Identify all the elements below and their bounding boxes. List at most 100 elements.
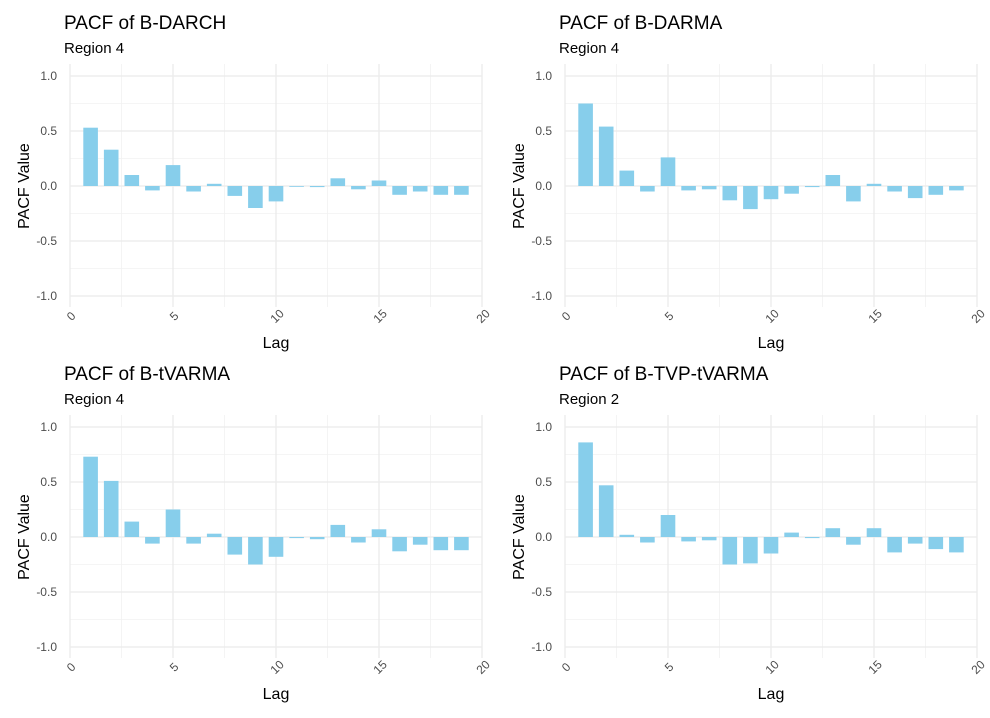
x-tick-label: 15 (370, 657, 390, 677)
bar (784, 532, 799, 537)
bar (145, 186, 160, 191)
bar (309, 537, 325, 540)
bar (887, 537, 902, 553)
bar (165, 509, 181, 537)
bars (83, 127, 469, 208)
bar (949, 537, 964, 553)
x-tick-label: 20 (473, 657, 493, 677)
chart-panel: -1.0 -0.5 0.0 0.5 1.0 0 5 10 15 20 Lag PACF Value PA… (495, 351, 990, 710)
bar (619, 534, 635, 537)
bar (887, 186, 902, 192)
bar (846, 186, 861, 202)
x-axis-label: Lag (263, 686, 290, 703)
bar (371, 529, 387, 537)
bars (83, 456, 469, 565)
bar (124, 521, 140, 537)
bar (598, 126, 614, 186)
y-tick-label: 1.0 (40, 69, 57, 83)
y-tick-label: 1.0 (40, 420, 57, 434)
chart-subtitle: Region 2 (559, 391, 619, 408)
chart-subtitle: Region 4 (559, 40, 619, 57)
x-tick-label: 5 (662, 660, 677, 675)
bar (103, 480, 119, 537)
y-axis-label: PACF Value (511, 494, 528, 580)
bar (866, 528, 882, 537)
y-tick-label: 0.5 (535, 475, 552, 489)
bar (763, 537, 779, 554)
x-axis-label: Lag (758, 335, 785, 352)
chart-svg: -1.0 -0.5 0.0 0.5 1.0 0 5 10 15 20 Lag PACF Value PA… (511, 364, 988, 703)
x-tick-label: 0 (64, 660, 79, 675)
bar (928, 537, 944, 550)
bar (743, 186, 758, 210)
bar (412, 537, 428, 545)
bar (165, 165, 181, 186)
bar (784, 186, 799, 194)
bar (186, 537, 201, 544)
chart-subtitle: Region 4 (64, 40, 124, 57)
y-tick-label: -0.5 (531, 234, 552, 248)
x-tick-label: 15 (865, 306, 885, 326)
bar (289, 537, 304, 539)
bar (907, 537, 923, 544)
bar (145, 537, 160, 544)
bar (578, 103, 593, 186)
x-axis-label: Lag (263, 335, 290, 352)
x-tick-label: 10 (762, 306, 782, 326)
chart-title: PACF of B-TVP-tVARMA (559, 364, 769, 385)
bar (289, 186, 304, 187)
bar (825, 528, 841, 537)
bar (268, 186, 284, 202)
x-tick-label: 5 (167, 309, 182, 324)
chart-title: PACF of B-DARCH (64, 13, 226, 34)
bar (392, 186, 407, 195)
bar (949, 186, 964, 191)
chart-panel: -1.0 -0.5 0.0 0.5 1.0 0 5 10 15 20 Lag PACF Value PA… (0, 351, 495, 710)
bar (578, 442, 593, 537)
x-axis-label: Lag (758, 686, 785, 703)
bar (701, 186, 717, 190)
bar (722, 537, 738, 565)
y-tick-label: 0.0 (40, 530, 57, 544)
y-tick-label: 1.0 (535, 420, 552, 434)
chart-title: PACF of B-DARMA (559, 13, 723, 34)
bar (619, 170, 635, 186)
bar (206, 533, 222, 537)
bar (660, 515, 676, 537)
bar (701, 537, 717, 541)
chart-title: PACF of B-tVARMA (64, 364, 230, 385)
bar (351, 186, 366, 190)
chart-svg: -1.0 -0.5 0.0 0.5 1.0 0 5 10 15 20 Lag PACF Value PA… (16, 13, 493, 352)
bars (578, 442, 964, 565)
y-axis-label: PACF Value (511, 143, 528, 229)
chart-svg: -1.0 -0.5 0.0 0.5 1.0 0 5 10 15 20 Lag PACF Value PA… (16, 364, 493, 703)
bar (330, 178, 346, 186)
bar (660, 157, 676, 186)
x-tick-label: 5 (167, 660, 182, 675)
bar (928, 186, 944, 195)
y-tick-label: -0.5 (36, 585, 57, 599)
y-tick-label: 0.5 (40, 124, 57, 138)
bar (454, 186, 469, 195)
y-tick-label: 0.0 (40, 179, 57, 193)
bar (454, 537, 469, 551)
bar (640, 186, 655, 192)
y-tick-label: 1.0 (535, 69, 552, 83)
chart-panel: -1.0 -0.5 0.0 0.5 1.0 0 5 10 15 20 Lag PACF Value PA… (495, 0, 990, 359)
y-tick-label: 0.0 (535, 179, 552, 193)
x-tick-label: 20 (473, 306, 493, 326)
bar (825, 175, 841, 186)
grid (564, 415, 978, 658)
y-axis-label: PACF Value (16, 143, 33, 229)
y-tick-label: -0.5 (531, 585, 552, 599)
bar (309, 186, 325, 188)
chart-panel: -1.0 -0.5 0.0 0.5 1.0 0 5 10 15 20 Lag PACF Value PA… (0, 0, 495, 359)
bar (248, 186, 263, 208)
bars (578, 103, 964, 210)
x-tick-label: 10 (267, 657, 287, 677)
bar (371, 180, 387, 186)
bar (227, 537, 243, 555)
bar (804, 537, 820, 539)
y-tick-label: -1.0 (36, 289, 57, 303)
